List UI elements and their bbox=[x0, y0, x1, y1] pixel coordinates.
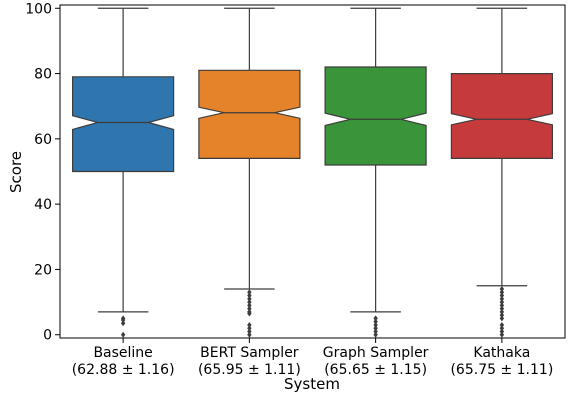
outlier-point bbox=[247, 331, 252, 338]
box-2 bbox=[198, 7, 301, 338]
plot-frame bbox=[59, 4, 566, 339]
outlier-point bbox=[247, 289, 252, 296]
x-tick-sublabel: (62.88 ± 1.16) bbox=[72, 362, 175, 378]
y-tick-label: 40 bbox=[34, 197, 52, 213]
y-tick-label: 0 bbox=[43, 328, 52, 344]
box-4 bbox=[450, 7, 554, 338]
y-tick-label: 100 bbox=[25, 1, 52, 17]
x-tick-sublabel: (65.75 ± 1.11) bbox=[450, 362, 553, 378]
x-axis-label: System bbox=[284, 375, 340, 393]
x-tick-sublabel: (65.65 ± 1.15) bbox=[324, 362, 427, 378]
outlier-point bbox=[247, 328, 252, 335]
outlier-point bbox=[499, 286, 505, 293]
x-tick-label: Kathaka bbox=[473, 345, 530, 361]
outlier-point bbox=[499, 289, 505, 296]
outlier-point bbox=[499, 308, 505, 315]
box-3 bbox=[324, 7, 427, 338]
outlier-point bbox=[373, 328, 378, 335]
outlier-point bbox=[120, 320, 126, 327]
outlier-point bbox=[247, 292, 252, 299]
outlier-point bbox=[499, 331, 505, 338]
outlier-point bbox=[499, 302, 505, 309]
outlier-point bbox=[120, 331, 126, 338]
x-tick-label: Baseline bbox=[93, 345, 152, 361]
outlier-point bbox=[373, 321, 378, 328]
box-1 bbox=[71, 7, 175, 338]
outlier-point bbox=[499, 312, 505, 319]
y-tick-label: 20 bbox=[34, 262, 52, 278]
y-axis: 0 20 40 60 80 100 bbox=[25, 1, 60, 344]
notched-box bbox=[71, 76, 175, 173]
outlier-point bbox=[499, 295, 505, 302]
notched-box bbox=[324, 66, 427, 166]
outlier-point bbox=[373, 331, 378, 338]
x-tick-label: Graph Sampler bbox=[323, 345, 429, 361]
x-tick-sublabel: (65.95 ± 1.11) bbox=[198, 362, 301, 378]
y-axis-label: Score bbox=[7, 151, 25, 193]
y-tick-label: 60 bbox=[34, 132, 52, 148]
outlier-point bbox=[247, 325, 252, 332]
outlier-point bbox=[120, 315, 126, 322]
outlier-point bbox=[247, 305, 252, 312]
outlier-point bbox=[373, 325, 378, 332]
outlier-point bbox=[499, 328, 505, 335]
y-tick-label: 80 bbox=[34, 67, 52, 83]
outlier-point bbox=[499, 299, 505, 306]
x-axis: Baseline(62.88 ± 1.16) BERT Sampler(65.95… bbox=[72, 338, 553, 378]
outlier-point bbox=[247, 295, 252, 302]
outlier-point bbox=[499, 321, 505, 328]
outlier-point bbox=[499, 292, 505, 299]
notched-box bbox=[198, 69, 301, 159]
outlier-point bbox=[499, 315, 505, 322]
outlier-point bbox=[247, 308, 252, 315]
outlier-point bbox=[499, 325, 505, 332]
outlier-point bbox=[373, 315, 378, 322]
outlier-point bbox=[373, 318, 378, 325]
x-tick-label: BERT Sampler bbox=[200, 345, 299, 361]
outlier-point bbox=[247, 299, 252, 306]
boxes-layer bbox=[71, 7, 554, 338]
outlier-point bbox=[499, 305, 505, 312]
notched-box bbox=[450, 72, 554, 159]
outlier-point bbox=[247, 302, 252, 309]
outlier-point bbox=[247, 321, 252, 328]
